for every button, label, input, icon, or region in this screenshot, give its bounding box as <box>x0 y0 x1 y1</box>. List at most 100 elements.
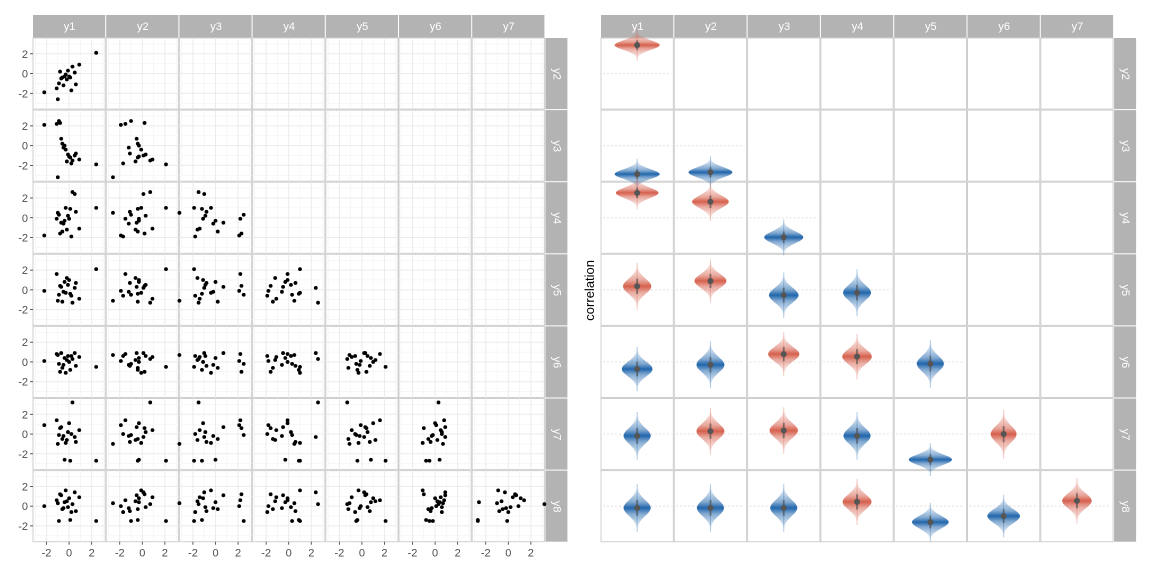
scatter-point <box>443 435 448 439</box>
scatter-point <box>346 365 351 370</box>
point-estimate <box>780 234 787 241</box>
scatter-point <box>441 442 445 446</box>
scatter-point <box>316 400 320 405</box>
scatter-point <box>192 458 196 463</box>
scatter-point <box>55 501 60 506</box>
scatter-point <box>356 488 361 493</box>
row-strip-label: y2 <box>550 68 562 80</box>
panel-bg <box>820 109 894 182</box>
x-tick-label: -2 <box>481 548 491 560</box>
row-strip-y2: y2 <box>545 38 568 110</box>
scatter-point <box>58 231 62 236</box>
row-strip-y2: y2 <box>1114 38 1137 110</box>
scatter-point <box>313 285 318 290</box>
scatter-point <box>364 492 369 497</box>
violin-mark <box>908 443 952 476</box>
scatter-point <box>281 284 285 289</box>
scatter-point <box>209 441 213 445</box>
scatter-point <box>280 363 284 367</box>
violin-panel-y6-y5 <box>967 253 1041 326</box>
col-strip-label: y3 <box>778 21 790 33</box>
scatter-point <box>204 364 209 368</box>
scatter-point <box>150 355 155 359</box>
scatter-point <box>197 428 202 432</box>
scatter-point <box>495 501 499 506</box>
scatter-point <box>66 68 70 73</box>
scatter-panel-y7-y6 <box>471 325 545 398</box>
col-strip-y7: y7 <box>1040 15 1114 38</box>
scatter-point <box>274 495 279 500</box>
y-tick-label: 0 <box>22 285 28 297</box>
point-estimate <box>1073 497 1080 504</box>
scatter-point <box>133 358 138 362</box>
scatter-point <box>241 519 246 523</box>
scatter-point <box>367 364 372 368</box>
scatter-point <box>354 362 359 366</box>
scatter-point <box>143 505 148 510</box>
y-tick-label: 2 <box>22 121 28 133</box>
scatter-point <box>63 205 68 210</box>
row-strip-bg <box>545 326 568 398</box>
row-strip-label: y4 <box>550 212 562 224</box>
violin-mark <box>843 411 871 460</box>
scatter-panel-y4-y3 <box>252 109 326 182</box>
scatter-point <box>367 509 372 513</box>
col-strip-label: y1 <box>632 21 644 33</box>
scatter-point <box>66 430 70 434</box>
scatter-point <box>143 430 148 434</box>
violin-mark <box>623 484 651 532</box>
scatter-point <box>313 435 318 439</box>
scatter-point <box>129 119 133 123</box>
point-estimate <box>707 428 714 435</box>
row-strip-label: y4 <box>1119 212 1131 224</box>
violin-panel-y3-y8 <box>747 470 821 543</box>
violin-panel-y7-y7 <box>1040 398 1114 471</box>
scatter-point <box>316 502 320 507</box>
x-tick-label: 2 <box>235 548 241 560</box>
point-estimate <box>780 351 787 358</box>
scatter-point <box>202 285 207 290</box>
scatter-point <box>238 418 243 423</box>
row-strip-bg <box>1114 326 1137 398</box>
scatter-point <box>135 518 140 522</box>
scatter-point <box>94 162 99 167</box>
scatter-point <box>66 213 70 218</box>
col-strip-label: y3 <box>210 21 222 33</box>
scatter-point <box>513 492 517 497</box>
scatter-point <box>510 495 515 500</box>
scatter-point <box>239 426 244 431</box>
scatter-point <box>42 90 47 95</box>
scatter-point <box>148 190 153 194</box>
scatter-point <box>378 418 382 423</box>
scatter-point <box>293 364 298 368</box>
scatter-point <box>195 438 200 442</box>
violin-mark <box>911 502 949 542</box>
scatter-point <box>436 502 441 507</box>
scatter-point <box>274 428 279 432</box>
scatter-point <box>118 288 123 293</box>
scatter-point <box>70 158 75 163</box>
y-tick-label: 2 <box>22 337 28 349</box>
scatter-point <box>60 365 65 370</box>
violin-mark <box>842 478 872 525</box>
scatter-point <box>241 362 246 366</box>
scatter-point <box>313 351 318 355</box>
scatter-point <box>61 289 66 294</box>
scatter-point <box>196 502 201 507</box>
scatter-point <box>506 510 511 514</box>
scatter-point <box>134 493 139 498</box>
point-estimate <box>780 427 787 434</box>
scatter-point <box>192 519 196 523</box>
scatter-point <box>150 157 155 162</box>
scatter-point <box>516 504 521 509</box>
scatter-point <box>438 428 443 432</box>
scatter-point <box>137 143 141 148</box>
scatter-point <box>111 210 115 215</box>
scatter-point <box>139 147 144 152</box>
scatter-panel-y3-y2 <box>178 37 253 110</box>
y-tick-label: 0 <box>22 429 28 441</box>
scatter-point <box>201 496 205 501</box>
panel-bg <box>893 253 968 326</box>
col-strip-y5: y5 <box>894 15 967 38</box>
scatter-point <box>135 291 140 296</box>
